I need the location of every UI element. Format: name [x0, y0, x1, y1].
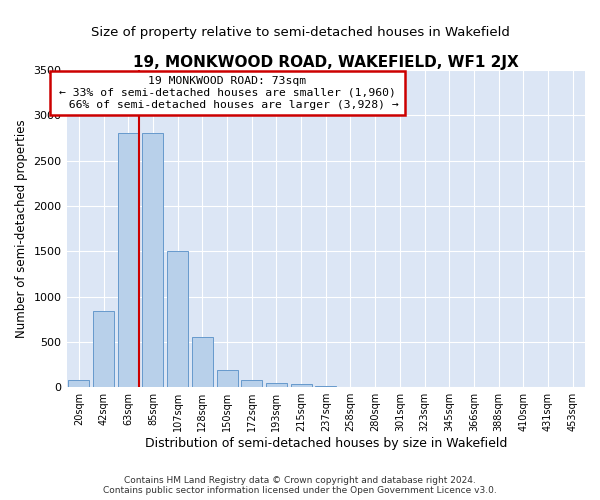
Bar: [241, 380, 262, 387]
Bar: [217, 370, 238, 387]
Bar: [142, 134, 163, 387]
Text: Contains HM Land Registry data © Crown copyright and database right 2024.
Contai: Contains HM Land Registry data © Crown c…: [103, 476, 497, 495]
Bar: [315, 386, 336, 387]
Title: 19, MONKWOOD ROAD, WAKEFIELD, WF1 2JX: 19, MONKWOOD ROAD, WAKEFIELD, WF1 2JX: [133, 55, 518, 70]
Bar: [167, 252, 188, 387]
Bar: [192, 338, 213, 387]
Bar: [266, 382, 287, 387]
Y-axis label: Number of semi-detached properties: Number of semi-detached properties: [15, 120, 28, 338]
Text: 19 MONKWOOD ROAD: 73sqm
← 33% of semi-detached houses are smaller (1,960)
  66% : 19 MONKWOOD ROAD: 73sqm ← 33% of semi-de…: [55, 76, 399, 110]
Bar: [290, 384, 311, 387]
Bar: [93, 311, 114, 387]
X-axis label: Distribution of semi-detached houses by size in Wakefield: Distribution of semi-detached houses by …: [145, 437, 507, 450]
Bar: [118, 134, 139, 387]
Text: Size of property relative to semi-detached houses in Wakefield: Size of property relative to semi-detach…: [91, 26, 509, 39]
Bar: [68, 380, 89, 387]
